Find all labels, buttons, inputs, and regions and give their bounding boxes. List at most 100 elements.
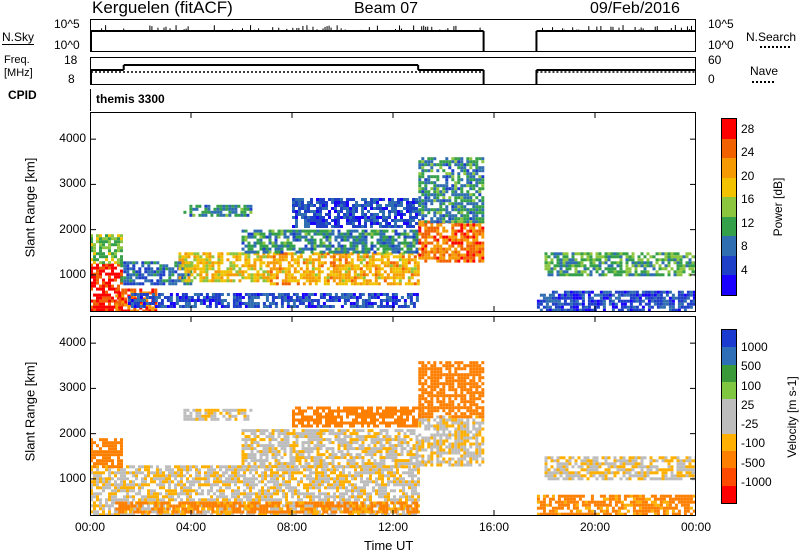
power-cell — [377, 267, 381, 271]
power-cell — [610, 252, 614, 256]
velocity-cell — [225, 495, 228, 499]
velocity-cell — [351, 513, 354, 516]
power-cell — [391, 229, 395, 233]
power-cell — [460, 157, 464, 161]
power-cell — [296, 255, 300, 259]
velocity-cell — [198, 504, 201, 508]
power-cell — [208, 279, 212, 283]
power-cell — [403, 235, 407, 239]
power-cell — [382, 238, 386, 242]
power-cell — [292, 198, 295, 201]
velocity-cell — [165, 489, 168, 493]
power-cell — [187, 296, 191, 299]
power-cell — [259, 247, 263, 251]
power-cell — [616, 273, 620, 277]
velocity-cell — [120, 513, 123, 516]
velocity-cell — [246, 498, 249, 502]
power-cell — [391, 302, 395, 305]
power-cell — [436, 175, 440, 179]
velocity-cell — [162, 474, 165, 478]
power-cell — [292, 299, 296, 302]
power-cell — [439, 220, 443, 224]
power-cell — [271, 299, 275, 302]
power-cell — [617, 290, 621, 294]
power-cell — [308, 255, 312, 259]
velocity-cell — [237, 471, 240, 475]
power-cell — [253, 296, 257, 299]
velocity-cell — [414, 483, 417, 487]
velocity-cell — [90, 498, 93, 502]
velocity-cell — [417, 498, 420, 502]
velocity-cell — [384, 483, 387, 487]
velocity-cell — [237, 492, 240, 496]
power-cell — [347, 273, 351, 277]
power-cell — [677, 308, 681, 312]
power-cell — [469, 217, 473, 221]
velocity-cell — [183, 474, 186, 478]
velocity-cell — [285, 498, 288, 502]
power-cell — [114, 275, 117, 279]
velocity-cell — [297, 480, 300, 484]
power-cell — [472, 241, 476, 245]
power-cell — [424, 184, 428, 188]
power-cell — [114, 255, 117, 259]
power-cell — [350, 258, 354, 262]
power-cell — [451, 160, 455, 164]
velocity-cell — [105, 504, 108, 508]
velocity-cell — [207, 465, 210, 469]
power-cell — [177, 273, 181, 277]
power-cell — [277, 296, 281, 299]
power-cell — [475, 217, 479, 221]
power-cell — [93, 299, 96, 303]
power-cell — [418, 204, 421, 207]
velocity-cell — [393, 474, 396, 478]
power-cell — [358, 204, 361, 207]
velocity-cell — [369, 468, 372, 472]
power-cell — [253, 261, 257, 265]
power-cell — [187, 252, 191, 256]
power-cell — [481, 181, 485, 185]
velocity-cell — [175, 504, 179, 508]
power-cell — [293, 261, 297, 265]
velocity-cell — [249, 468, 252, 472]
velocity-cell — [234, 498, 237, 502]
velocity-cell — [102, 456, 105, 460]
power-cell — [343, 235, 347, 239]
velocity-cell — [357, 513, 360, 516]
velocity-cell — [330, 477, 333, 481]
velocity-cell — [381, 495, 384, 499]
velocity-cell — [300, 498, 303, 502]
power-cell — [266, 279, 270, 283]
power-cell — [379, 293, 383, 296]
velocity-cell — [114, 495, 117, 499]
power-cell — [391, 296, 395, 299]
power-cell — [430, 193, 434, 197]
power-cell — [246, 204, 250, 208]
power-cell — [472, 169, 476, 173]
power-cell — [565, 267, 569, 271]
power-cell — [156, 282, 160, 286]
power-cell — [380, 258, 384, 262]
power-cell — [659, 296, 663, 300]
power-cell — [404, 264, 408, 268]
power-cell — [547, 255, 551, 259]
power-cell — [314, 282, 318, 286]
power-cell — [377, 258, 381, 262]
power-cell — [361, 204, 364, 207]
power-cell — [374, 273, 378, 277]
nsky-tick-bottom: 10^0 — [54, 38, 80, 52]
power-cell — [286, 247, 290, 251]
power-cell — [391, 219, 394, 222]
power-cell — [96, 299, 99, 303]
velocity-cell — [186, 468, 189, 472]
velocity-cell — [90, 450, 93, 454]
power-cell — [433, 196, 437, 200]
power-cell — [550, 270, 554, 274]
velocity-cell — [222, 513, 225, 516]
power-cell — [466, 214, 470, 218]
power-cell — [168, 282, 172, 286]
velocity-cell — [417, 483, 420, 487]
power-cell — [96, 234, 99, 238]
velocity-cell — [393, 480, 396, 484]
power-cell — [328, 238, 332, 242]
